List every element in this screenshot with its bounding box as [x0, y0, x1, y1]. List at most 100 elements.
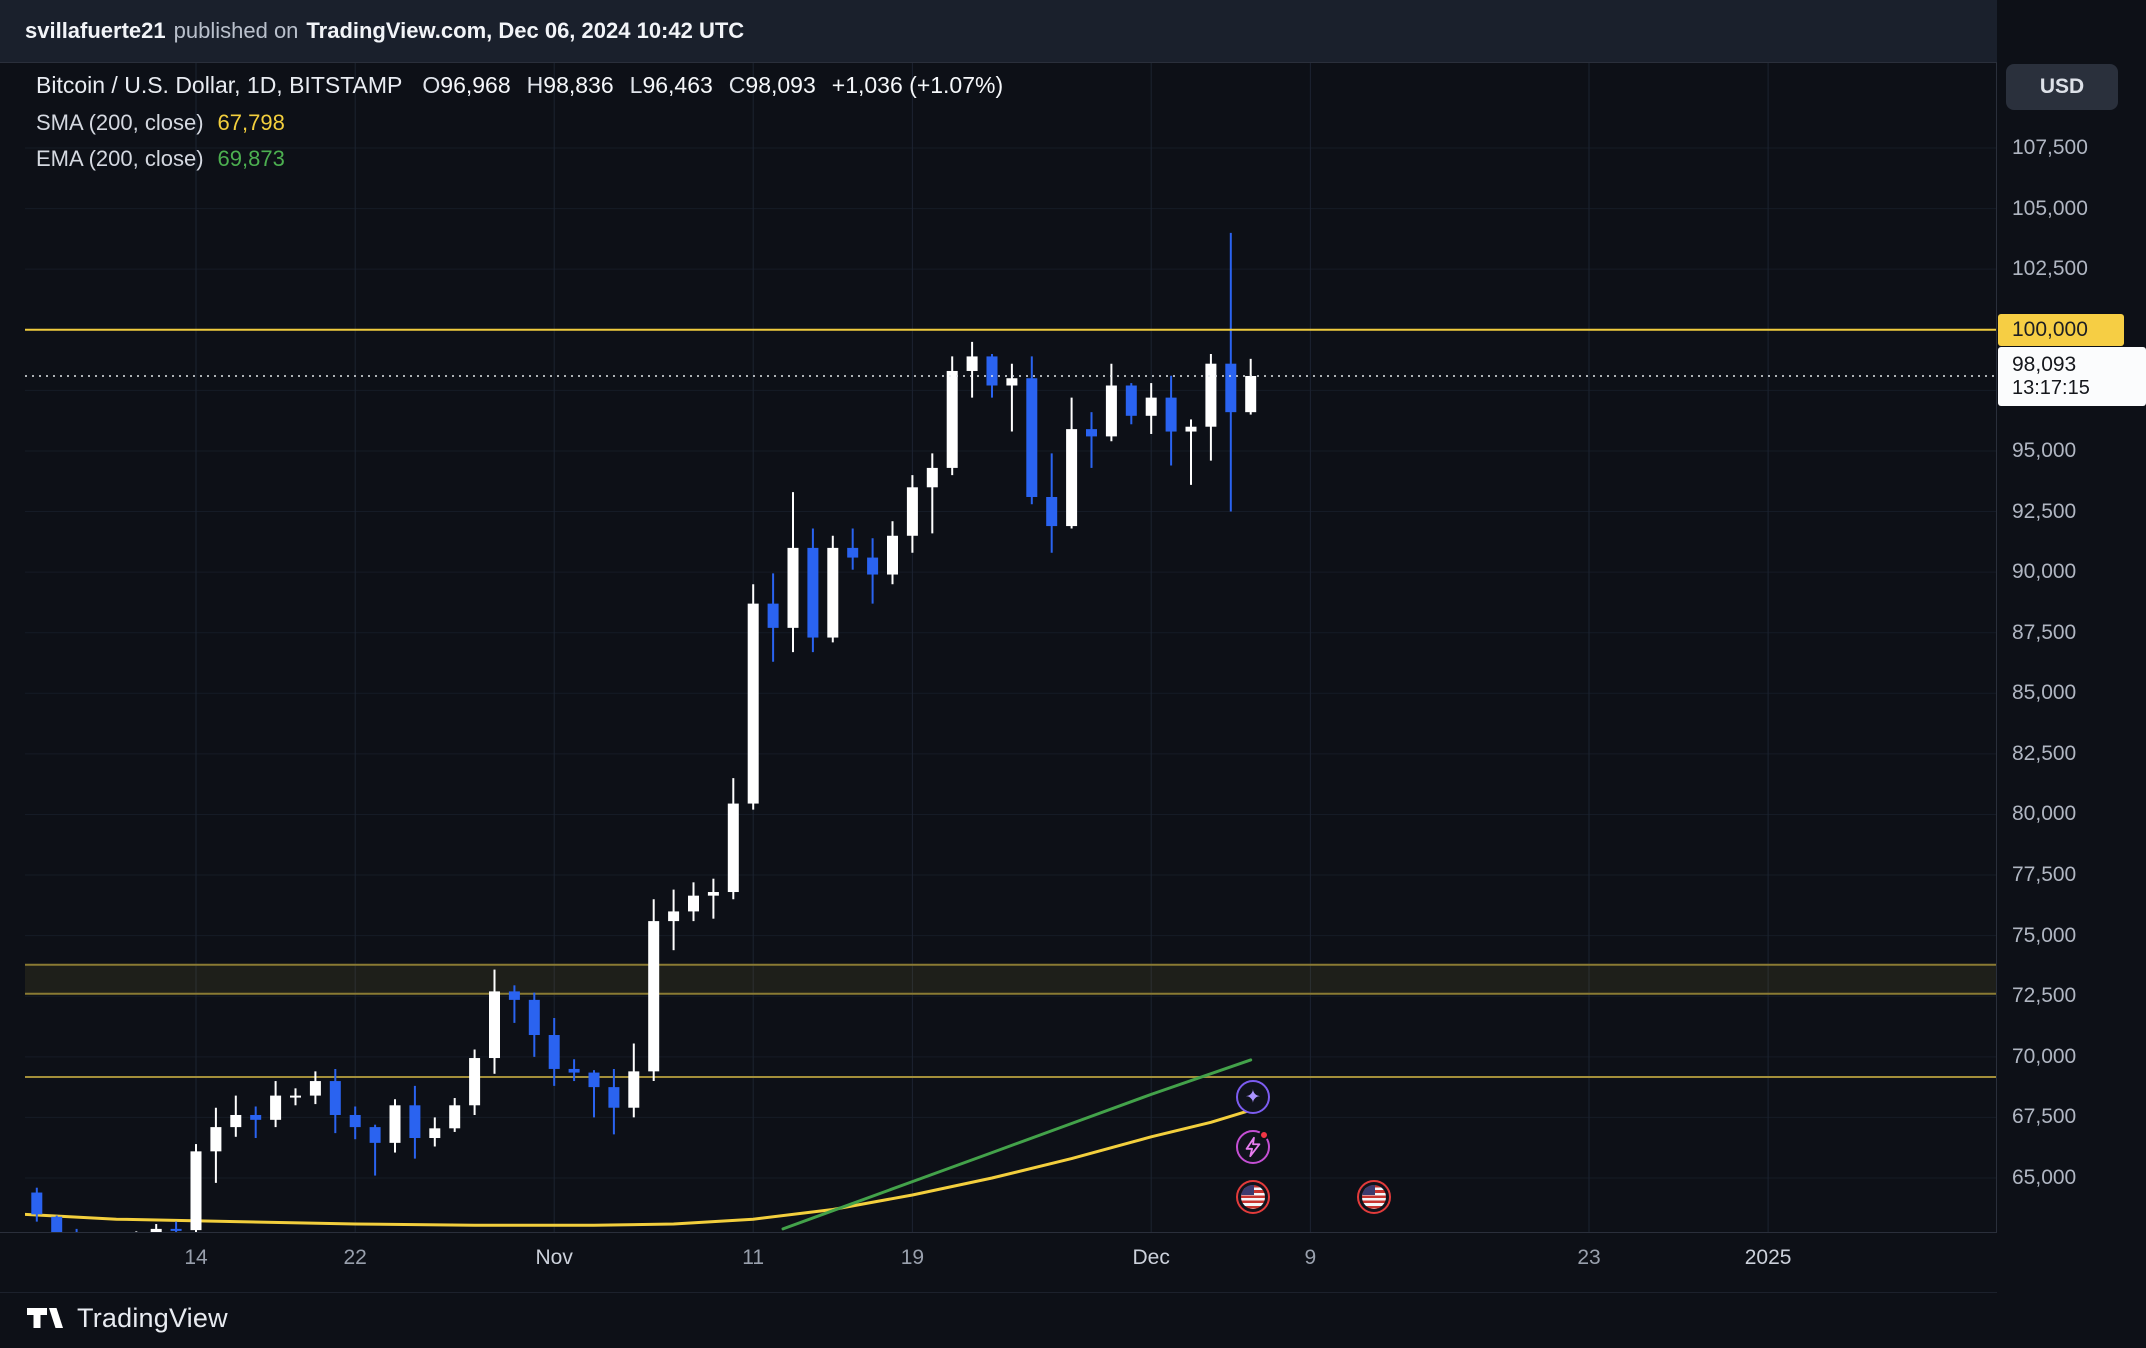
candle-body-down [1125, 385, 1137, 416]
candle-body-down [250, 1114, 262, 1120]
time-axis-label: 11 [742, 1246, 765, 1269]
candle-body-up [668, 911, 680, 922]
price-axis-separator [1996, 63, 1997, 1232]
price-axis-label: 95,000 [2012, 438, 2077, 462]
us-flag-glyph [1362, 1185, 1386, 1209]
candle-body-up [389, 1105, 401, 1143]
sparkle-glyph: ✦ [1245, 1086, 1261, 1108]
candle-body-up [906, 487, 918, 536]
price-axis-label: 85,000 [2012, 681, 2077, 705]
price-axis-label: 90,000 [2012, 560, 2077, 584]
candle-body-down [867, 557, 879, 575]
publish-site-date: TradingView.com, Dec 06, 2024 10:42 UTC [306, 18, 745, 43]
price-axis-label: 80,000 [2012, 802, 2077, 826]
lightning-event-icon[interactable] [1236, 1130, 1270, 1164]
candle-body-up [787, 547, 799, 628]
sparkle-event-icon[interactable]: ✦ [1236, 1080, 1270, 1114]
candle-body-down [508, 991, 520, 1000]
time-axis-label: Nov [535, 1246, 573, 1269]
candle-body-down [528, 999, 540, 1036]
ema-indicator-row[interactable]: EMA (200, close) 69,873 [36, 146, 1003, 172]
author-name[interactable]: svillafuerte21 [25, 18, 166, 43]
symbol-title[interactable]: Bitcoin / U.S. Dollar, 1D, BITSTAMP [36, 72, 403, 98]
candle-body-up [190, 1151, 202, 1231]
candle-body-down [588, 1072, 600, 1088]
price-axis-label: 70,000 [2012, 1044, 2077, 1068]
price-level-label-100000: 100,000 [1998, 313, 2124, 346]
candle-body-up [1205, 363, 1217, 427]
candle-body-down [170, 1228, 182, 1231]
ema-value: 69,873 [217, 146, 285, 171]
flag-canton [1362, 1185, 1375, 1195]
price-axis-label: 82,500 [2012, 741, 2077, 765]
us-flag-event-icon[interactable] [1357, 1180, 1391, 1214]
price-axis-label: 72,500 [2012, 984, 2077, 1008]
candle-body-up [270, 1095, 282, 1120]
time-axis-label: 9 [1304, 1246, 1317, 1269]
candle-body-up [1185, 426, 1197, 432]
candle-body-up [449, 1105, 461, 1129]
candle-body-down [986, 356, 998, 386]
open-value: O96,968 [422, 72, 511, 98]
us-flag-event-icon[interactable] [1236, 1180, 1270, 1214]
time-axis-label: 19 [900, 1246, 925, 1269]
price-axis-label: 65,000 [2012, 1166, 2077, 1189]
currency-button[interactable]: USD [2006, 64, 2118, 110]
lightning-glyph [1245, 1136, 1261, 1158]
us-flag-glyph [1241, 1185, 1265, 1209]
candle-body-down [329, 1081, 341, 1115]
footer-separator [0, 1292, 2146, 1293]
chart-legend: Bitcoin / U.S. Dollar, 1D, BITSTAMP O96,… [36, 72, 1003, 182]
candle-body-up [1245, 375, 1257, 413]
published-text: published on [173, 18, 299, 43]
sma-line [25, 1108, 1253, 1227]
candle-body-up [966, 356, 978, 371]
candle-body-up [230, 1114, 242, 1128]
tradingview-branding[interactable]: TradingView [25, 1300, 228, 1336]
close-value: C98,093 [728, 72, 816, 98]
candle-body-up [688, 895, 699, 912]
candle-body-down [568, 1068, 580, 1073]
candle-body-up [489, 991, 500, 1059]
candle-body-up [1105, 385, 1117, 437]
candle-body-down [409, 1105, 421, 1139]
candle-body-up [1145, 397, 1157, 416]
price-axis[interactable]: USD 107,500 105,000 102,500 95,000 92,500 90,… [1997, 0, 2146, 1348]
candle-body-up [429, 1128, 441, 1139]
candle-body-up [747, 603, 759, 804]
price-axis-label: 92,500 [2012, 499, 2077, 523]
candle-body-up [946, 370, 958, 468]
candle-body-up [150, 1228, 162, 1232]
price-levels [25, 963, 1996, 1078]
bar-countdown: 13:17:15 [2012, 376, 2090, 399]
tradingview-logo-icon [27, 1308, 63, 1328]
candle-body-up [1066, 429, 1078, 527]
time-axis-separator [0, 1232, 2146, 1233]
candle-body-up [707, 892, 719, 896]
candle-body-down [349, 1114, 361, 1128]
current-price-label: 98,093 13:17:15 [1998, 346, 2146, 406]
ema-line [781, 1058, 1253, 1231]
candle-body-down [1026, 378, 1038, 497]
candle-body-down [608, 1087, 620, 1108]
price-axis-label: 102,500 [2012, 257, 2088, 281]
symbol-row[interactable]: Bitcoin / U.S. Dollar, 1D, BITSTAMP O96,… [36, 72, 1003, 99]
time-axis[interactable]: 14 22 Nov 11 19 Dec 9 23 2025 [0, 1233, 1996, 1292]
sma-indicator-row[interactable]: SMA (200, close) 67,798 [36, 110, 1003, 136]
flag-canton [1241, 1185, 1254, 1195]
price-axis-label: 105,000 [2012, 196, 2088, 220]
time-axis-label: 23 [1577, 1246, 1601, 1269]
price-axis-label: 77,500 [2012, 863, 2077, 887]
candle-body-down [807, 547, 819, 638]
candle-body-down [31, 1192, 43, 1215]
candle-body-down [548, 1035, 560, 1069]
sma-label: SMA (200, close) [36, 110, 204, 135]
candle-body-up [727, 803, 739, 893]
sma-value: 67,798 [217, 110, 285, 135]
candle-body-up [648, 921, 660, 1072]
time-axis-label: 22 [343, 1246, 367, 1269]
candle-body-down [1225, 363, 1237, 413]
ema-label: EMA (200, close) [36, 146, 204, 171]
notification-dot [1259, 1130, 1269, 1140]
